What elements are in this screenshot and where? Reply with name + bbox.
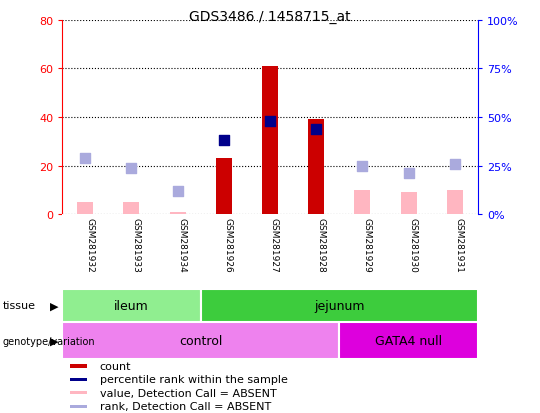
Text: rank, Detection Call = ABSENT: rank, Detection Call = ABSENT <box>99 401 271 411</box>
Bar <box>70 391 87 394</box>
Text: GSM281927: GSM281927 <box>270 217 279 272</box>
Point <box>358 163 367 170</box>
Bar <box>201 289 478 322</box>
Bar <box>70 378 87 381</box>
Text: control: control <box>179 334 222 347</box>
Bar <box>354 190 370 215</box>
Point <box>312 126 321 133</box>
Text: percentile rank within the sample: percentile rank within the sample <box>99 375 287 385</box>
Bar <box>401 193 417 215</box>
Text: count: count <box>99 361 131 371</box>
Point <box>127 165 136 171</box>
Text: GATA4 null: GATA4 null <box>375 334 442 347</box>
Point <box>173 188 182 195</box>
Bar <box>339 322 478 359</box>
Text: GSM281928: GSM281928 <box>316 217 325 272</box>
Point <box>266 118 274 125</box>
Text: tissue: tissue <box>3 301 36 311</box>
Bar <box>170 212 186 215</box>
Text: ▶: ▶ <box>50 301 58 311</box>
Bar <box>215 159 232 215</box>
Text: GSM281932: GSM281932 <box>85 217 94 272</box>
Bar <box>62 289 201 322</box>
Bar <box>77 203 93 215</box>
Text: ▶: ▶ <box>50 336 58 346</box>
Point <box>81 155 90 162</box>
Text: GSM281931: GSM281931 <box>455 217 464 272</box>
Text: GSM281933: GSM281933 <box>131 217 140 272</box>
Text: GSM281926: GSM281926 <box>224 217 233 272</box>
Point <box>219 138 228 144</box>
Text: GDS3486 / 1458715_at: GDS3486 / 1458715_at <box>189 10 351 24</box>
Bar <box>62 322 339 359</box>
Point <box>450 161 459 168</box>
Text: ileum: ileum <box>114 299 149 312</box>
Text: GSM281929: GSM281929 <box>362 217 372 272</box>
Text: value, Detection Call = ABSENT: value, Detection Call = ABSENT <box>99 388 276 398</box>
Text: genotype/variation: genotype/variation <box>3 336 96 346</box>
Point <box>404 171 413 177</box>
Bar <box>262 67 278 215</box>
Bar <box>70 364 87 368</box>
Bar <box>447 190 463 215</box>
Bar <box>123 203 139 215</box>
Text: GSM281934: GSM281934 <box>178 217 187 272</box>
Bar <box>308 120 325 215</box>
Text: GSM281930: GSM281930 <box>409 217 417 272</box>
Bar <box>70 405 87 408</box>
Text: jejunum: jejunum <box>314 299 364 312</box>
